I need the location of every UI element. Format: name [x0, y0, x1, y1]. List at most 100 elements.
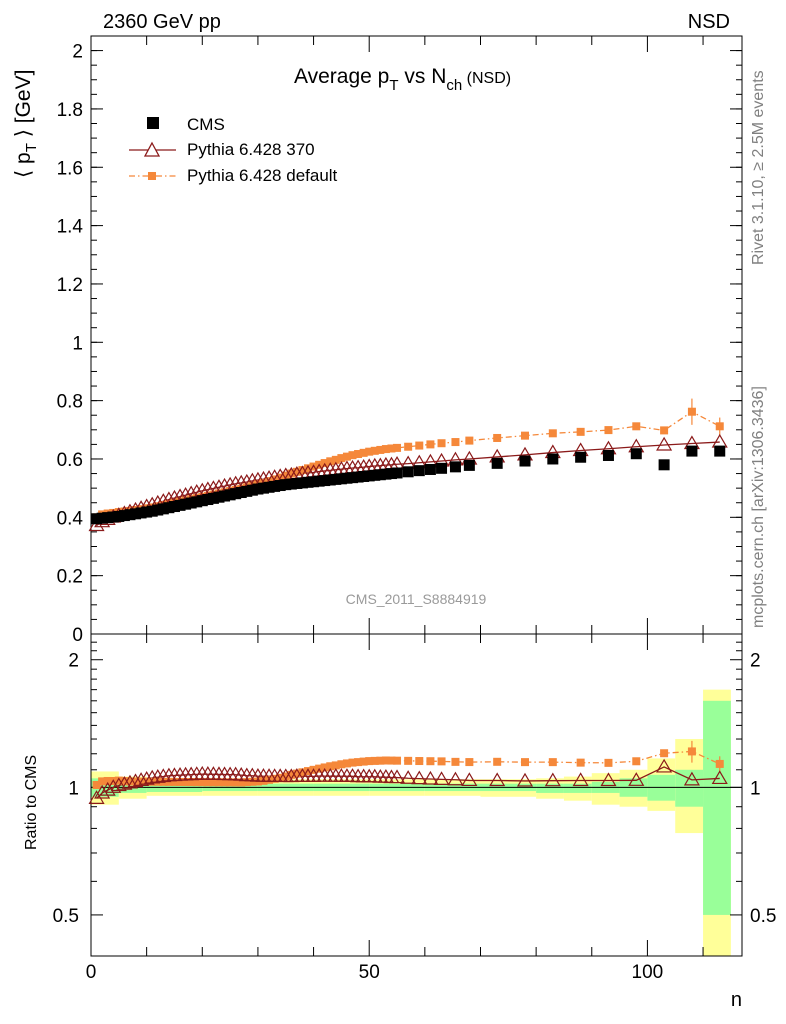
pythiadefault-ratio-point: [387, 756, 396, 765]
ratio-uncertainty-bands: [91, 689, 742, 956]
legend: CMS Pythia 6.428 370 Pythia 6.428 defaul…: [129, 115, 338, 185]
cms-point: [168, 501, 180, 513]
pythia370-ratio-point: [656, 758, 673, 773]
pythia370-ratio-point: [683, 771, 700, 786]
legend-pythiadefault-marker: [148, 172, 156, 180]
pythia370-ratio-point: [461, 772, 478, 787]
cms-point: [118, 510, 130, 522]
y-tick-label: 0.4: [57, 508, 84, 529]
pythiadefault-point: [326, 457, 335, 466]
pythiadefault-ratio-point: [451, 757, 460, 766]
cms-point: [686, 445, 698, 457]
pythiadefault-ratio-point: [226, 778, 235, 787]
pythia370-ratio-point: [121, 774, 138, 789]
pythiadefault-ratio-point: [304, 767, 312, 776]
pythiadefault-point: [292, 467, 301, 476]
pythia370-ratio-point: [133, 772, 150, 786]
pythiadefault-point: [426, 440, 435, 449]
cms-point: [141, 506, 153, 518]
cms-point: [296, 477, 308, 489]
pythiadefault-point: [359, 448, 368, 457]
pythia370-ratio-point: [94, 784, 111, 799]
pythiadefault-ratio-point: [632, 757, 641, 766]
pythiadefault-ratio-point: [292, 769, 301, 778]
ratio-y-tick-label-right: 2: [750, 651, 761, 672]
y-tick-label: 0: [72, 625, 83, 646]
pythiadefault-ratio-point: [548, 758, 557, 767]
pythiadefault-ratio-point: [465, 758, 474, 767]
pythiadefault-ratio-point: [203, 778, 212, 787]
cms-point: [157, 503, 169, 515]
pythiadefault-point: [451, 438, 460, 447]
pythiadefault-point: [298, 466, 307, 475]
pythiadefault-point: [304, 464, 312, 473]
main-series-layer: [88, 398, 728, 532]
pythiadefault-ratio-point: [326, 762, 335, 771]
cms-point: [335, 473, 347, 485]
cms-point: [263, 481, 275, 493]
cms-point: [402, 466, 414, 478]
main-y-label: ⟨ pT ⟩ [GeV]: [12, 70, 40, 178]
ratio-y-tick-label: 0.5: [53, 906, 79, 927]
cms-point: [347, 472, 359, 484]
cms-point: [219, 490, 231, 502]
pythia370-ratio-point: [127, 773, 144, 788]
cms-point: [319, 475, 331, 487]
pythiadefault-ratio-point: [192, 778, 201, 787]
pythia370-ratio-point: [149, 769, 166, 783]
pythiadefault-point: [404, 442, 413, 451]
pythiadefault-ratio-point: [114, 776, 123, 785]
cms-point: [257, 482, 269, 494]
pythiadefault-ratio-point: [359, 757, 368, 766]
ratio-band-inner: [675, 769, 704, 807]
header-right: NSD: [688, 11, 730, 33]
cms-point: [163, 502, 175, 514]
ratio-y-tick-label: 2: [68, 651, 79, 672]
pythiadefault-ratio-point: [214, 778, 223, 787]
rivet-label: Rivet 3.1.10, ≥ 2.5M events: [750, 70, 767, 265]
cms-point: [207, 492, 219, 504]
cms-point: [213, 491, 225, 503]
pythia370-ratio-point: [155, 768, 172, 783]
cms-point: [352, 471, 364, 483]
cms-point: [330, 473, 342, 485]
x-tick-label: 100: [632, 962, 664, 983]
pythia370-ratio-point: [116, 775, 133, 790]
cms-point: [313, 475, 325, 487]
cms-point: [96, 512, 108, 524]
pythia370-ratio-point: [105, 779, 122, 793]
pythiadefault-ratio-point: [142, 777, 151, 786]
y-tick-label: 2: [72, 42, 83, 63]
pythia370-ratio-point: [711, 770, 728, 785]
cms-point: [246, 484, 258, 496]
cms-point: [235, 487, 247, 499]
pythiadefault-point: [337, 454, 346, 463]
pythiadefault-ratio-point: [125, 777, 134, 786]
pythiadefault-ratio-point: [415, 757, 424, 766]
pythiadefault-point: [660, 426, 669, 435]
cms-point: [308, 476, 320, 488]
cms-point: [269, 480, 281, 492]
ratio-y-label: Ratio to CMS: [23, 755, 40, 850]
y-tick-label: 0.2: [57, 567, 83, 588]
pythiadefault-ratio-point: [187, 778, 196, 787]
pythiadefault-ratio-point: [281, 772, 290, 781]
ratio-band-inner: [563, 783, 592, 793]
y-tick-labels: 0 0.2 0.4 0.6 0.8 1 1.2 1.4 1.6 1.8 2: [57, 42, 84, 646]
pythia370-ratio-point: [88, 790, 105, 804]
pythiadefault-ratio-point: [348, 758, 357, 767]
y-tick-label: 0.6: [57, 450, 83, 471]
ratio-series-layer: [88, 740, 728, 804]
mcplots-label: mcplots.cern.ch [arXiv:1306.3436]: [750, 386, 767, 628]
pythia370-ratio-point: [447, 771, 464, 786]
pythiadefault-ratio-point: [209, 778, 218, 787]
pythia370-line: [96, 441, 720, 527]
pythiadefault-ratio-point: [342, 759, 351, 768]
pythiadefault-ratio-point: [103, 776, 112, 785]
pythiadefault-ratio-point: [576, 758, 585, 767]
cms-point: [107, 511, 119, 523]
pythiadefault-ratio-point: [131, 777, 140, 786]
cms-point: [196, 495, 208, 507]
cms-point: [274, 480, 286, 492]
